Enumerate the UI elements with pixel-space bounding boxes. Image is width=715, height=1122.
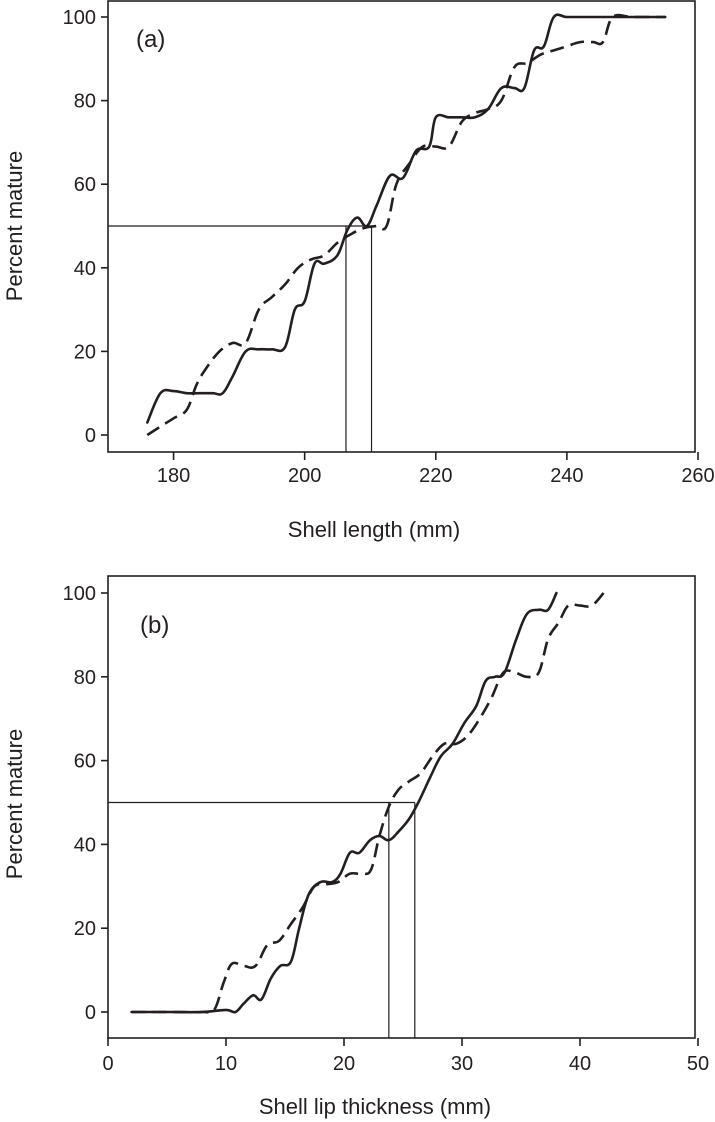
- x-tick-label: 260: [681, 465, 714, 487]
- series-dashed-b: [131, 592, 605, 1015]
- x-axis-ticks-a: 180 200 220 240 260: [157, 452, 715, 487]
- panel-label-b: (b): [140, 612, 169, 639]
- y-tick-label: 80: [74, 667, 96, 689]
- y-tick-label: 20: [74, 918, 96, 940]
- panel-a: 0 20 40 60 80 100 180 200 220 240 260 (a) Shell l…: [2, 0, 715, 542]
- plot-frame-b: [107, 575, 696, 1039]
- x-tick-label: 180: [157, 465, 190, 487]
- reference-lines-a: [108, 225, 373, 452]
- y-tick-label: 40: [74, 834, 96, 856]
- series-solid-b: [130, 591, 558, 1014]
- y-tick-label: 100: [63, 7, 96, 29]
- panel-label-a: (a): [136, 26, 165, 53]
- x-tick-label: 200: [288, 465, 321, 487]
- x-tick-label: 20: [333, 1053, 355, 1075]
- y-axis-title-b: Percent mature: [2, 729, 27, 879]
- x-axis-title-b: Shell lip thickness (mm): [259, 1094, 491, 1119]
- x-axis-ticks-b: 0 10 20 30 40 50: [102, 1038, 709, 1075]
- x-tick-label: 10: [215, 1053, 237, 1075]
- x-tick-label: 30: [451, 1053, 473, 1075]
- y-tick-label: 20: [74, 341, 96, 363]
- x-axis-title-a: Shell length (mm): [288, 517, 460, 542]
- y-tick-label: 0: [85, 425, 96, 447]
- y-axis-ticks-b: 0 20 40 60 80 100: [63, 583, 108, 1024]
- x-tick-label: 50: [687, 1053, 709, 1075]
- y-tick-label: 80: [74, 91, 96, 113]
- x-tick-label: 0: [102, 1053, 113, 1075]
- panel-b: 0 20 40 60 80 100 0 10 20 30 40 50 (b) Shell lip t…: [2, 575, 709, 1119]
- x-tick-label: 40: [569, 1053, 591, 1075]
- y-tick-label: 0: [85, 1002, 96, 1024]
- series-solid-a: [146, 13, 667, 424]
- y-axis-title-a: Percent mature: [2, 151, 27, 301]
- reference-lines-b: [108, 801, 416, 1038]
- y-tick-label: 60: [74, 751, 96, 773]
- y-tick-label: 40: [74, 258, 96, 280]
- y-tick-label: 100: [63, 583, 96, 605]
- series-dashed-a: [146, 13, 666, 437]
- y-tick-label: 60: [74, 174, 96, 196]
- x-tick-label: 240: [550, 465, 583, 487]
- y-axis-ticks-a: 0 20 40 60 80 100: [63, 7, 108, 447]
- x-tick-label: 220: [419, 465, 452, 487]
